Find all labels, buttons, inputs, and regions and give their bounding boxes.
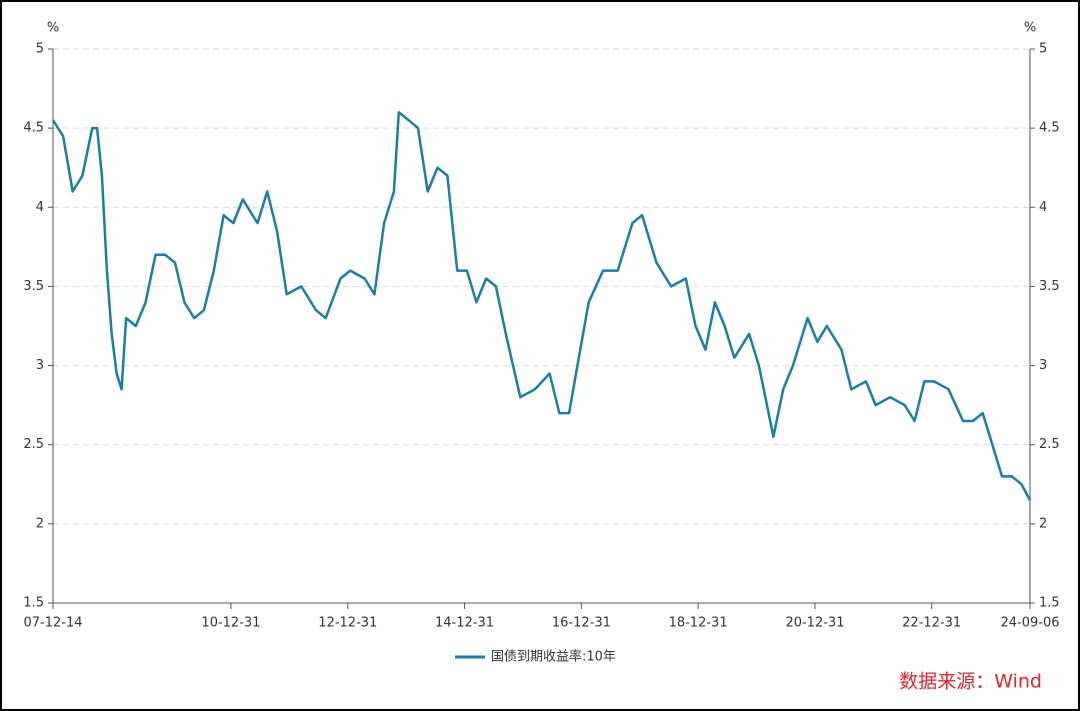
- y2-tick-label: 2.5: [1039, 437, 1060, 452]
- y-tick-label: 2: [36, 516, 44, 531]
- series-line: [51, 111, 1032, 501]
- y2-unit: %: [1024, 21, 1036, 36]
- y2-tick-label: 1.5: [1039, 596, 1060, 611]
- x-tick-label: 22-12-31: [902, 616, 961, 631]
- y-tick-label: 1.5: [23, 596, 44, 611]
- x-tick-label: 14-12-31: [435, 616, 494, 631]
- x-tick-label: 10-12-31: [201, 616, 260, 631]
- x-tick-label: 20-12-31: [785, 616, 844, 631]
- y-tick-label: 3: [36, 358, 44, 373]
- y2-tick-label: 5: [1039, 42, 1047, 57]
- y-tick-label: 4: [36, 200, 44, 215]
- source: 数据来源：Wind: [899, 671, 1042, 693]
- y2-tick-label: 2: [1039, 516, 1047, 531]
- y2-tick-label: 3.5: [1039, 279, 1060, 294]
- y-tick-label: 2.5: [23, 437, 44, 452]
- y-tick-label: 5: [36, 42, 44, 57]
- y2-tick-label: 3: [1039, 358, 1047, 373]
- x-tick-label: 18-12-31: [669, 616, 728, 631]
- x-tick-label: 16-12-31: [552, 616, 611, 631]
- y-tick-label: 3.5: [23, 279, 44, 294]
- x-tick-label: 07-12-14: [23, 616, 82, 631]
- y-unit: %: [47, 21, 59, 36]
- x-tick-label: 12-12-31: [318, 616, 377, 631]
- x-tick-label: 24-09-06: [1000, 616, 1059, 631]
- legend-label: 国债到期收益率:10年: [491, 649, 616, 665]
- y2-tick-label: 4.5: [1039, 121, 1060, 136]
- y-tick-label: 4.5: [23, 121, 44, 136]
- y2-tick-label: 4: [1039, 200, 1047, 215]
